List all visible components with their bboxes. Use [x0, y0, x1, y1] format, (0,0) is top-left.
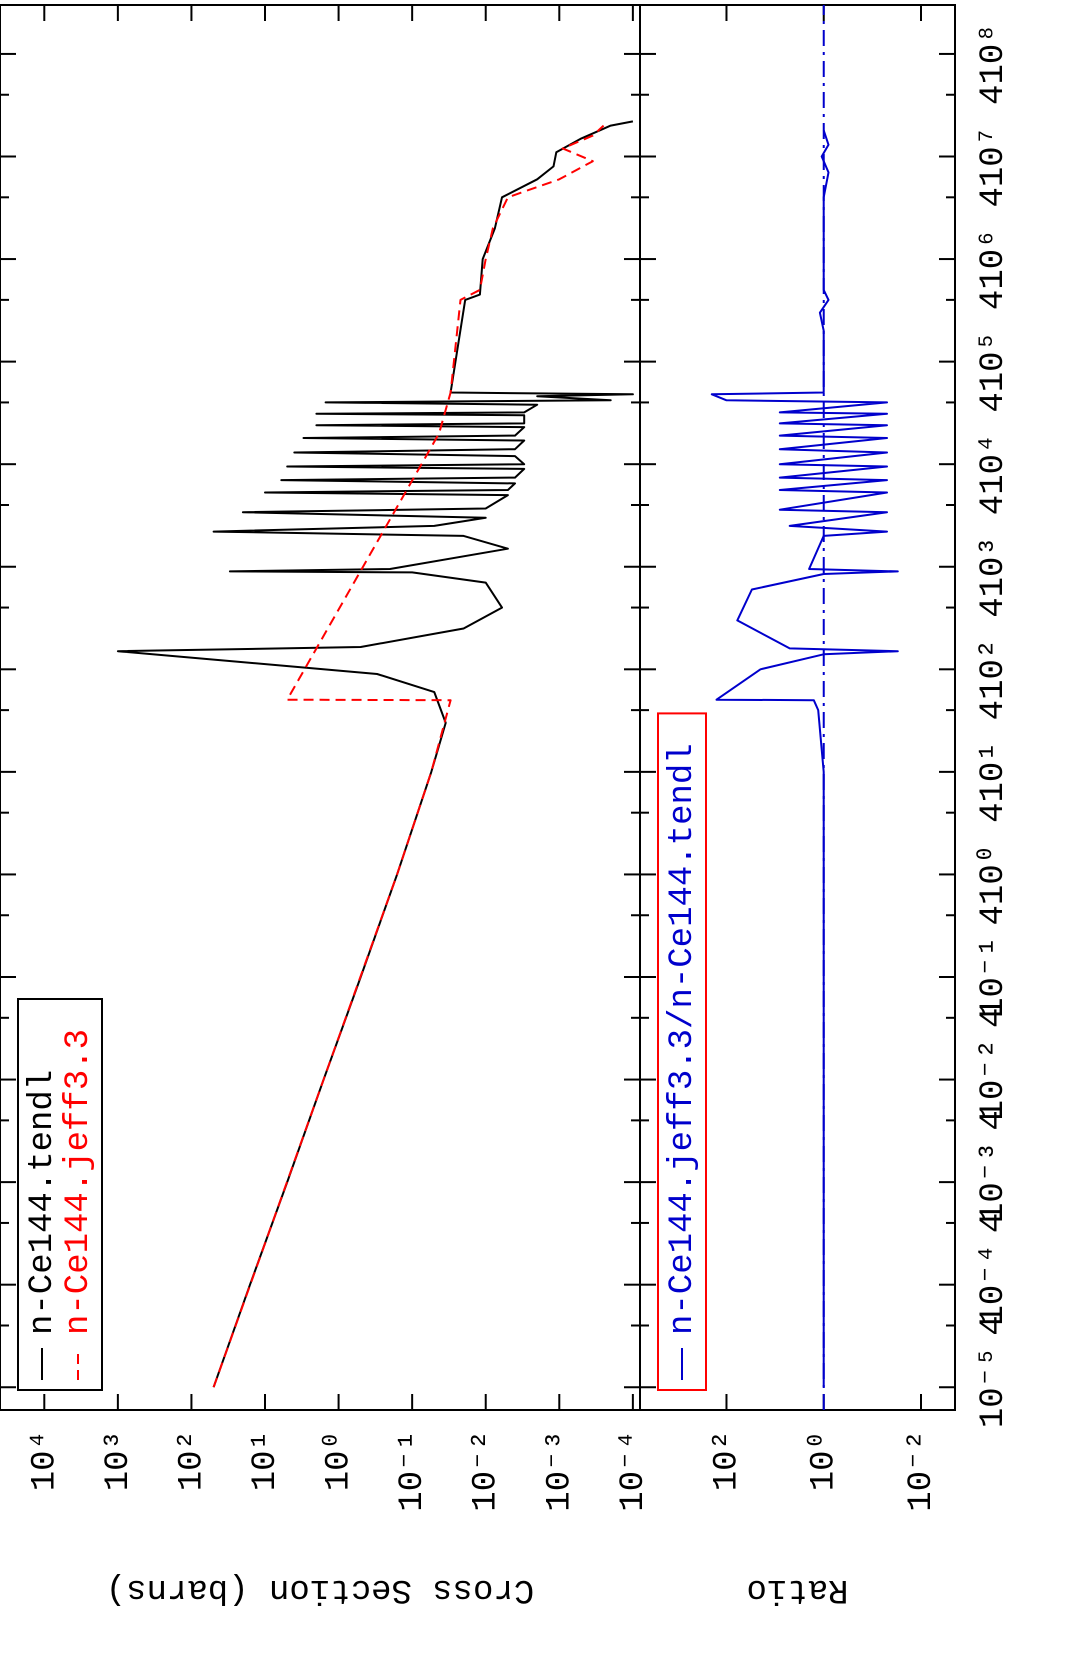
x-tick-label: 4: [975, 495, 1013, 515]
x-tick-label: 4: [975, 802, 1013, 822]
y-tick-label: 10⁻²: [468, 1430, 506, 1512]
x-tick-label: 10⁻⁵: [975, 1346, 1013, 1428]
x-tick-label: 10²: [975, 639, 1013, 700]
y-axis-title: Ratio: [746, 1570, 848, 1608]
legend-box: [17, 998, 103, 1391]
x-tick-label: 4: [975, 392, 1013, 412]
legend-label: n-Ce144.jeff3.3: [60, 1029, 98, 1335]
legend-label: n-Ce144.jeff3.3/n-Ce144.tendl: [664, 743, 702, 1335]
x-tick-label: 10³: [975, 536, 1013, 597]
y-tick-label: 10⁻⁴: [615, 1430, 653, 1512]
x-tick-label: 4: [975, 597, 1013, 617]
x-tick-label: 4: [975, 1008, 1013, 1028]
y-tick-label: 10⁴: [26, 1430, 64, 1491]
y-axis-title: Cross Section (barns): [106, 1570, 534, 1608]
x-tick-label: 4: [975, 905, 1013, 925]
x-tick-label: 4: [975, 700, 1013, 720]
data-line: [710, 129, 899, 1388]
x-tick-label: 10⁵: [975, 331, 1013, 392]
x-tick-label: 4: [975, 290, 1013, 310]
x-tick-label: 10⁻¹: [975, 936, 1013, 1018]
legend-box: [657, 712, 707, 1391]
x-tick-label: 10⁷: [975, 126, 1013, 187]
x-tick-label: 10⁻⁴: [975, 1244, 1013, 1326]
y-tick-label: 10⁻¹: [394, 1430, 432, 1512]
x-tick-label: 4: [975, 1110, 1013, 1130]
y-tick-label: 10³: [100, 1430, 138, 1491]
x-tick-label: 4: [975, 1315, 1013, 1335]
y-tick-label: 10²: [173, 1430, 211, 1491]
x-tick-label: 10⁴: [975, 434, 1013, 495]
y-tick-label: 10⁻³: [541, 1430, 579, 1512]
y-tick-label: 10¹: [247, 1430, 285, 1491]
y-tick-label: 10⁰: [806, 1430, 844, 1491]
x-tick-label: 10⁻²: [975, 1039, 1013, 1121]
y-tick-label: 10⁻²: [903, 1430, 941, 1512]
x-tick-label: 4: [975, 187, 1013, 207]
x-tick-label: 4: [975, 1213, 1013, 1233]
y-tick-label: 10⁰: [321, 1430, 359, 1491]
x-tick-label: 10⁶: [975, 228, 1013, 289]
legend-label: n-Ce144.tendl: [24, 1070, 62, 1335]
data-line: [212, 124, 605, 1388]
x-tick-label: 4: [975, 85, 1013, 105]
rotated-plot: 10⁴ 10³ 10² 10¹ 10⁰ 10⁻¹ 10⁻² 10⁻³ 10⁻⁴ Cross Sec…: [0, 4, 1013, 1608]
data-line: [116, 120, 634, 1388]
x-tick-label: 10⁰: [975, 844, 1013, 905]
x-tick-label: 10⁸: [975, 23, 1013, 84]
x-tick-label: 10⁻³: [975, 1141, 1013, 1223]
plot-frame: [639, 4, 956, 1411]
x-tick-label: 10¹: [975, 741, 1013, 802]
y-tick-label: 10²: [708, 1430, 746, 1491]
